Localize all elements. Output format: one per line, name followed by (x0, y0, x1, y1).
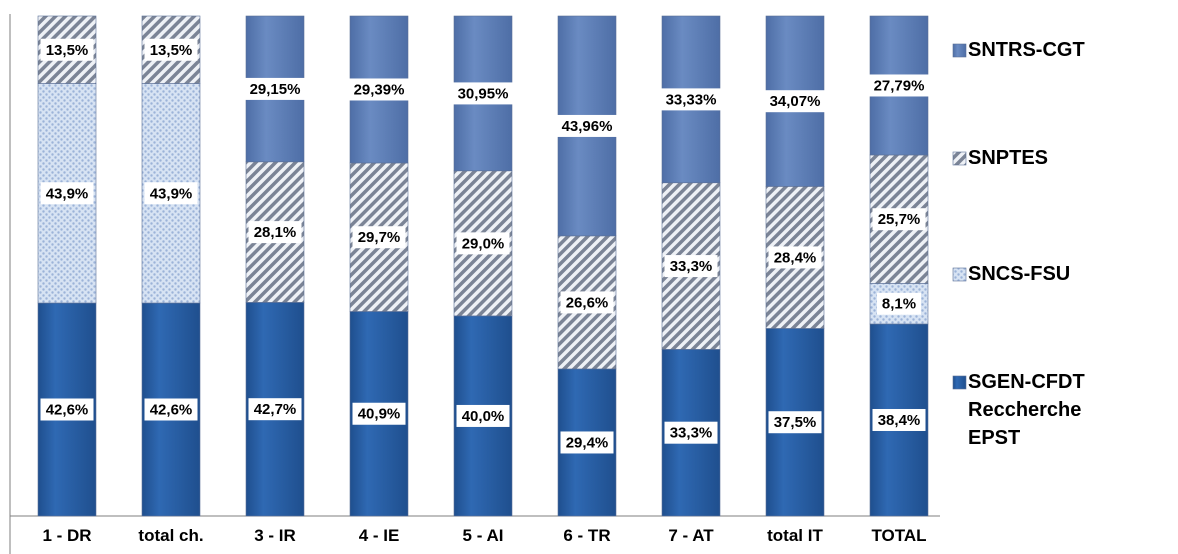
data-label-3-5: 29,0% (462, 235, 505, 252)
data-label-bg-4-4 (348, 78, 410, 101)
data-label-4-5: 30,95% (458, 85, 509, 102)
data-label-4-4: 29,39% (354, 81, 405, 98)
category-label-8: total IT (767, 526, 823, 545)
category-label-3: 3 - IR (254, 526, 296, 545)
data-label-1-5: 40,0% (462, 408, 505, 425)
data-label-3-8: 28,4% (774, 249, 817, 266)
legend: SNTRS-CGT SNPTES SNCS-FSU SGEN-CFDT Reccherc… (952, 39, 1085, 449)
data-labels-layer: 42,6% 43,9% 13,5% 42,6% 43,9% 13,5% 42,7% 28,1%… (40, 38, 930, 454)
data-label-4-8: 34,07% (770, 93, 821, 110)
data-label-bg-1-6 (560, 431, 614, 454)
legend-label-2-1: SNPTES (968, 147, 1048, 169)
data-label-bg-3-5 (456, 232, 510, 255)
data-label-bg-1-4 (352, 402, 406, 425)
data-label-bg-3-1 (40, 38, 94, 61)
data-label-3-7: 33,3% (670, 258, 713, 275)
data-label-4-6: 43,96% (562, 118, 613, 135)
legend-label-4-2: Reccherche (968, 399, 1081, 421)
data-label-4-7: 33,33% (666, 91, 717, 108)
data-label-bg-4-6 (556, 114, 618, 137)
data-label-4-9: 27,79% (874, 77, 925, 94)
legend-swatch-4 (952, 375, 967, 390)
data-label-bg-1-8 (768, 411, 822, 434)
data-label-1-7: 33,3% (670, 425, 713, 442)
legend-swatch-1 (952, 43, 967, 58)
legend-label-1-1: SNTRS-CGT (968, 39, 1085, 61)
data-label-bg-4-5 (452, 82, 514, 105)
legend-label-4-1: SGEN-CFDT (968, 371, 1085, 393)
data-label-1-8: 37,5% (774, 414, 817, 431)
data-label-bg-1-7 (664, 421, 718, 444)
data-label-4-3: 29,15% (250, 81, 301, 98)
data-label-bg-1-1 (40, 398, 94, 421)
data-label-bg-2-1 (40, 182, 94, 205)
data-label-bg-3-8 (768, 246, 822, 269)
legend-label-4-3: EPST (968, 427, 1020, 449)
data-label-1-6: 29,4% (566, 434, 609, 451)
legend-swatch-3 (952, 267, 967, 282)
data-label-3-1: 13,5% (46, 42, 89, 59)
category-label-5: 5 - AI (463, 526, 504, 545)
data-label-3-9: 25,7% (878, 211, 921, 228)
data-label-bg-1-9 (872, 408, 926, 431)
data-label-2-1: 43,9% (46, 185, 89, 202)
data-label-bg-4-7 (660, 88, 722, 111)
category-axis-labels: 1 - DR total ch. 3 - IR 4 - IE 5 - AI 6 - TR 7… (42, 526, 926, 545)
data-label-bg-3-3 (248, 221, 302, 244)
data-label-3-4: 29,7% (358, 229, 401, 246)
data-label-bg-1-5 (456, 404, 510, 427)
data-label-bg-1-2 (144, 398, 198, 421)
data-label-bg-2-9 (877, 292, 921, 315)
data-label-bg-4-9 (868, 74, 930, 97)
category-label-2: total ch. (138, 526, 203, 545)
data-label-1-2: 42,6% (150, 402, 193, 419)
data-label-3-6: 26,6% (566, 294, 609, 311)
data-label-2-2: 43,9% (150, 185, 193, 202)
data-label-1-1: 42,6% (46, 402, 89, 419)
legend-swatch-2 (952, 151, 967, 166)
data-label-1-3: 42,7% (254, 401, 297, 418)
data-label-bg-3-9 (872, 208, 926, 231)
data-label-bg-3-4 (352, 226, 406, 249)
data-label-1-9: 38,4% (878, 412, 921, 429)
category-label-1: 1 - DR (42, 526, 91, 545)
category-label-9: TOTAL (871, 526, 926, 545)
data-label-2-9: 8,1% (882, 296, 916, 313)
legend-label-3-1: SNCS-FSU (968, 263, 1070, 285)
data-label-bg-2-2 (144, 182, 198, 205)
data-label-bg-4-8 (764, 90, 826, 113)
category-label-4: 4 - IE (359, 526, 400, 545)
data-label-1-4: 40,9% (358, 406, 401, 423)
data-label-3-2: 13,5% (150, 42, 193, 59)
category-label-7: 7 - AT (668, 526, 714, 545)
data-label-bg-4-3 (244, 77, 306, 100)
data-label-bg-3-6 (560, 291, 614, 314)
data-label-3-3: 28,1% (254, 224, 297, 241)
data-label-bg-3-7 (664, 255, 718, 278)
category-label-6: 6 - TR (563, 526, 610, 545)
data-label-bg-1-3 (248, 398, 302, 421)
data-label-bg-3-2 (144, 38, 198, 61)
